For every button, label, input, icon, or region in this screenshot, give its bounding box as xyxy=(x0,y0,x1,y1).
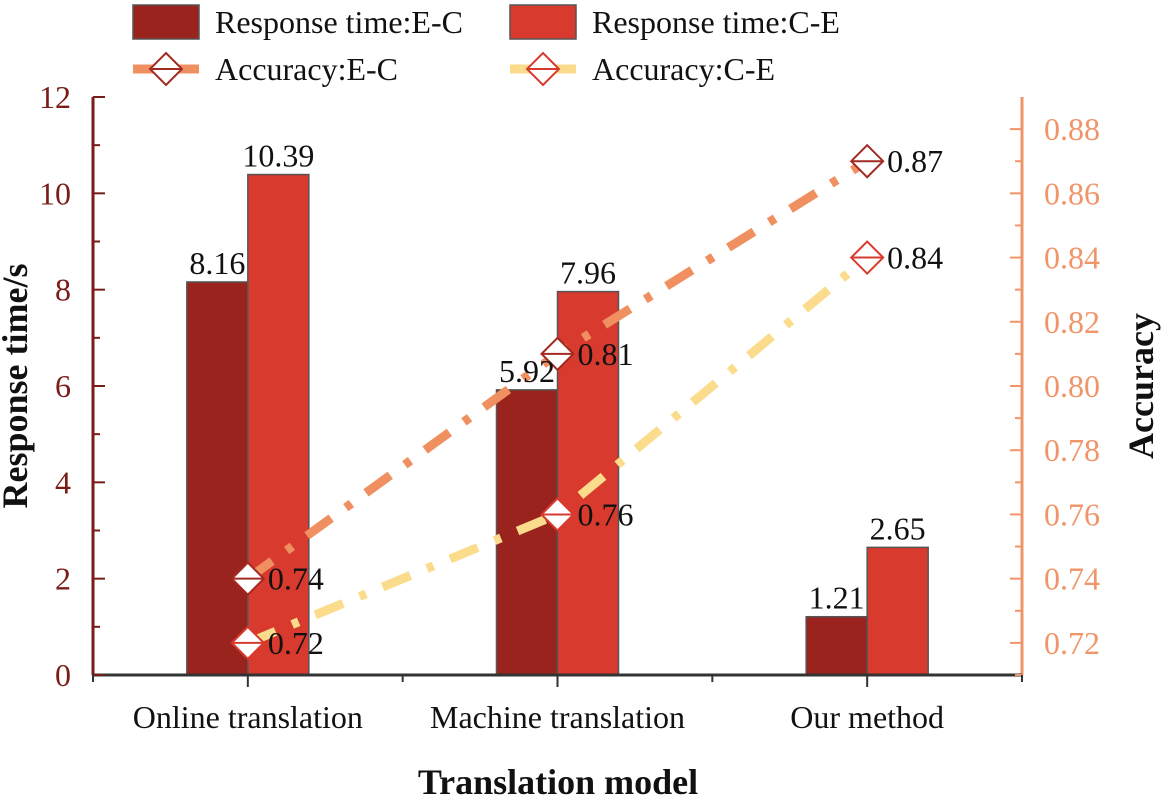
legend-response-time-e-c-label: Response time:E-C xyxy=(215,4,463,40)
bar-response-time-c-e-online-translation xyxy=(247,173,310,676)
bar-value-label: 10.39 xyxy=(242,138,314,174)
left-tick-label: 0 xyxy=(55,657,71,693)
x-tick-label-online-translation: Online translation xyxy=(133,699,363,735)
legend: Response time:E-C Response time:C-E Accura… xyxy=(132,4,840,87)
left-tick-label: 6 xyxy=(55,368,71,404)
legend-accuracy-c-e-label: Accuracy:C-E xyxy=(592,51,775,87)
accuracy-lines xyxy=(230,143,885,661)
right-tick-label: 0.82 xyxy=(1044,304,1100,340)
bar-response-time-e-c-machine-translation xyxy=(495,389,559,676)
bar-response-time-c-e-our-method xyxy=(866,546,929,676)
bar-value-label: 1.21 xyxy=(809,580,865,616)
right-tick-label: 0.74 xyxy=(1044,561,1100,597)
legend-response-time-c-e-swatch xyxy=(509,4,577,40)
left-tick-label: 8 xyxy=(55,272,71,308)
bar-response-time-e-c-online-translation xyxy=(186,281,249,676)
accuracy-value-label: 0.87 xyxy=(887,143,943,179)
accuracy-value-label: 0.76 xyxy=(578,496,634,532)
bar-response-time-e-c-our-method xyxy=(805,615,868,676)
bar-value-label: 5.92 xyxy=(499,353,555,389)
left-tick-label: 12 xyxy=(39,79,71,115)
bar-value-label: 7.96 xyxy=(560,255,616,291)
axes: 0 2 4 6 8 10 12 0.72 0.74 0.76 0.78 0.80 0.82 0.84 0.8… xyxy=(0,79,1161,796)
accuracy-value-label: 0.72 xyxy=(268,625,324,661)
legend-response-time-e-c-swatch xyxy=(132,4,200,40)
line-accuracy-c-e xyxy=(246,254,871,648)
y-axis-title: Response time/s xyxy=(0,264,35,509)
right-tick-label: 0.76 xyxy=(1044,496,1100,532)
right-tick-label: 0.72 xyxy=(1044,625,1100,661)
legend-accuracy-e-c-label: Accuracy:E-C xyxy=(215,51,398,87)
x-axis-title: Translation model xyxy=(418,762,698,796)
bar-value-label: 8.16 xyxy=(189,245,245,281)
y2-axis-title: Accuracy xyxy=(1121,313,1161,459)
right-tick-label: 0.84 xyxy=(1044,240,1100,276)
right-tick-label: 0.78 xyxy=(1044,432,1100,468)
right-tick-label: 0.86 xyxy=(1044,175,1100,211)
accuracy-value-label: 0.84 xyxy=(887,240,943,276)
right-tick-label: 0.80 xyxy=(1044,368,1100,404)
left-tick-label: 4 xyxy=(55,464,71,500)
bar-value-label: 2.65 xyxy=(870,510,926,546)
x-tick-label-machine-translation: Machine translation xyxy=(430,699,685,735)
left-tick-label: 2 xyxy=(55,561,71,597)
right-tick-label: 0.88 xyxy=(1044,111,1100,147)
accuracy-value-label: 0.74 xyxy=(268,561,324,597)
legend-response-time-c-e-label: Response time:C-E xyxy=(592,4,840,40)
data-labels: 8.16 5.92 1.21 10.39 7.96 2.65 0.74 0.81 0.87 0.7… xyxy=(189,138,943,661)
left-tick-label: 10 xyxy=(39,175,71,211)
accuracy-value-label: 0.81 xyxy=(578,336,634,372)
x-tick-label-our-method: Our method xyxy=(790,699,944,735)
